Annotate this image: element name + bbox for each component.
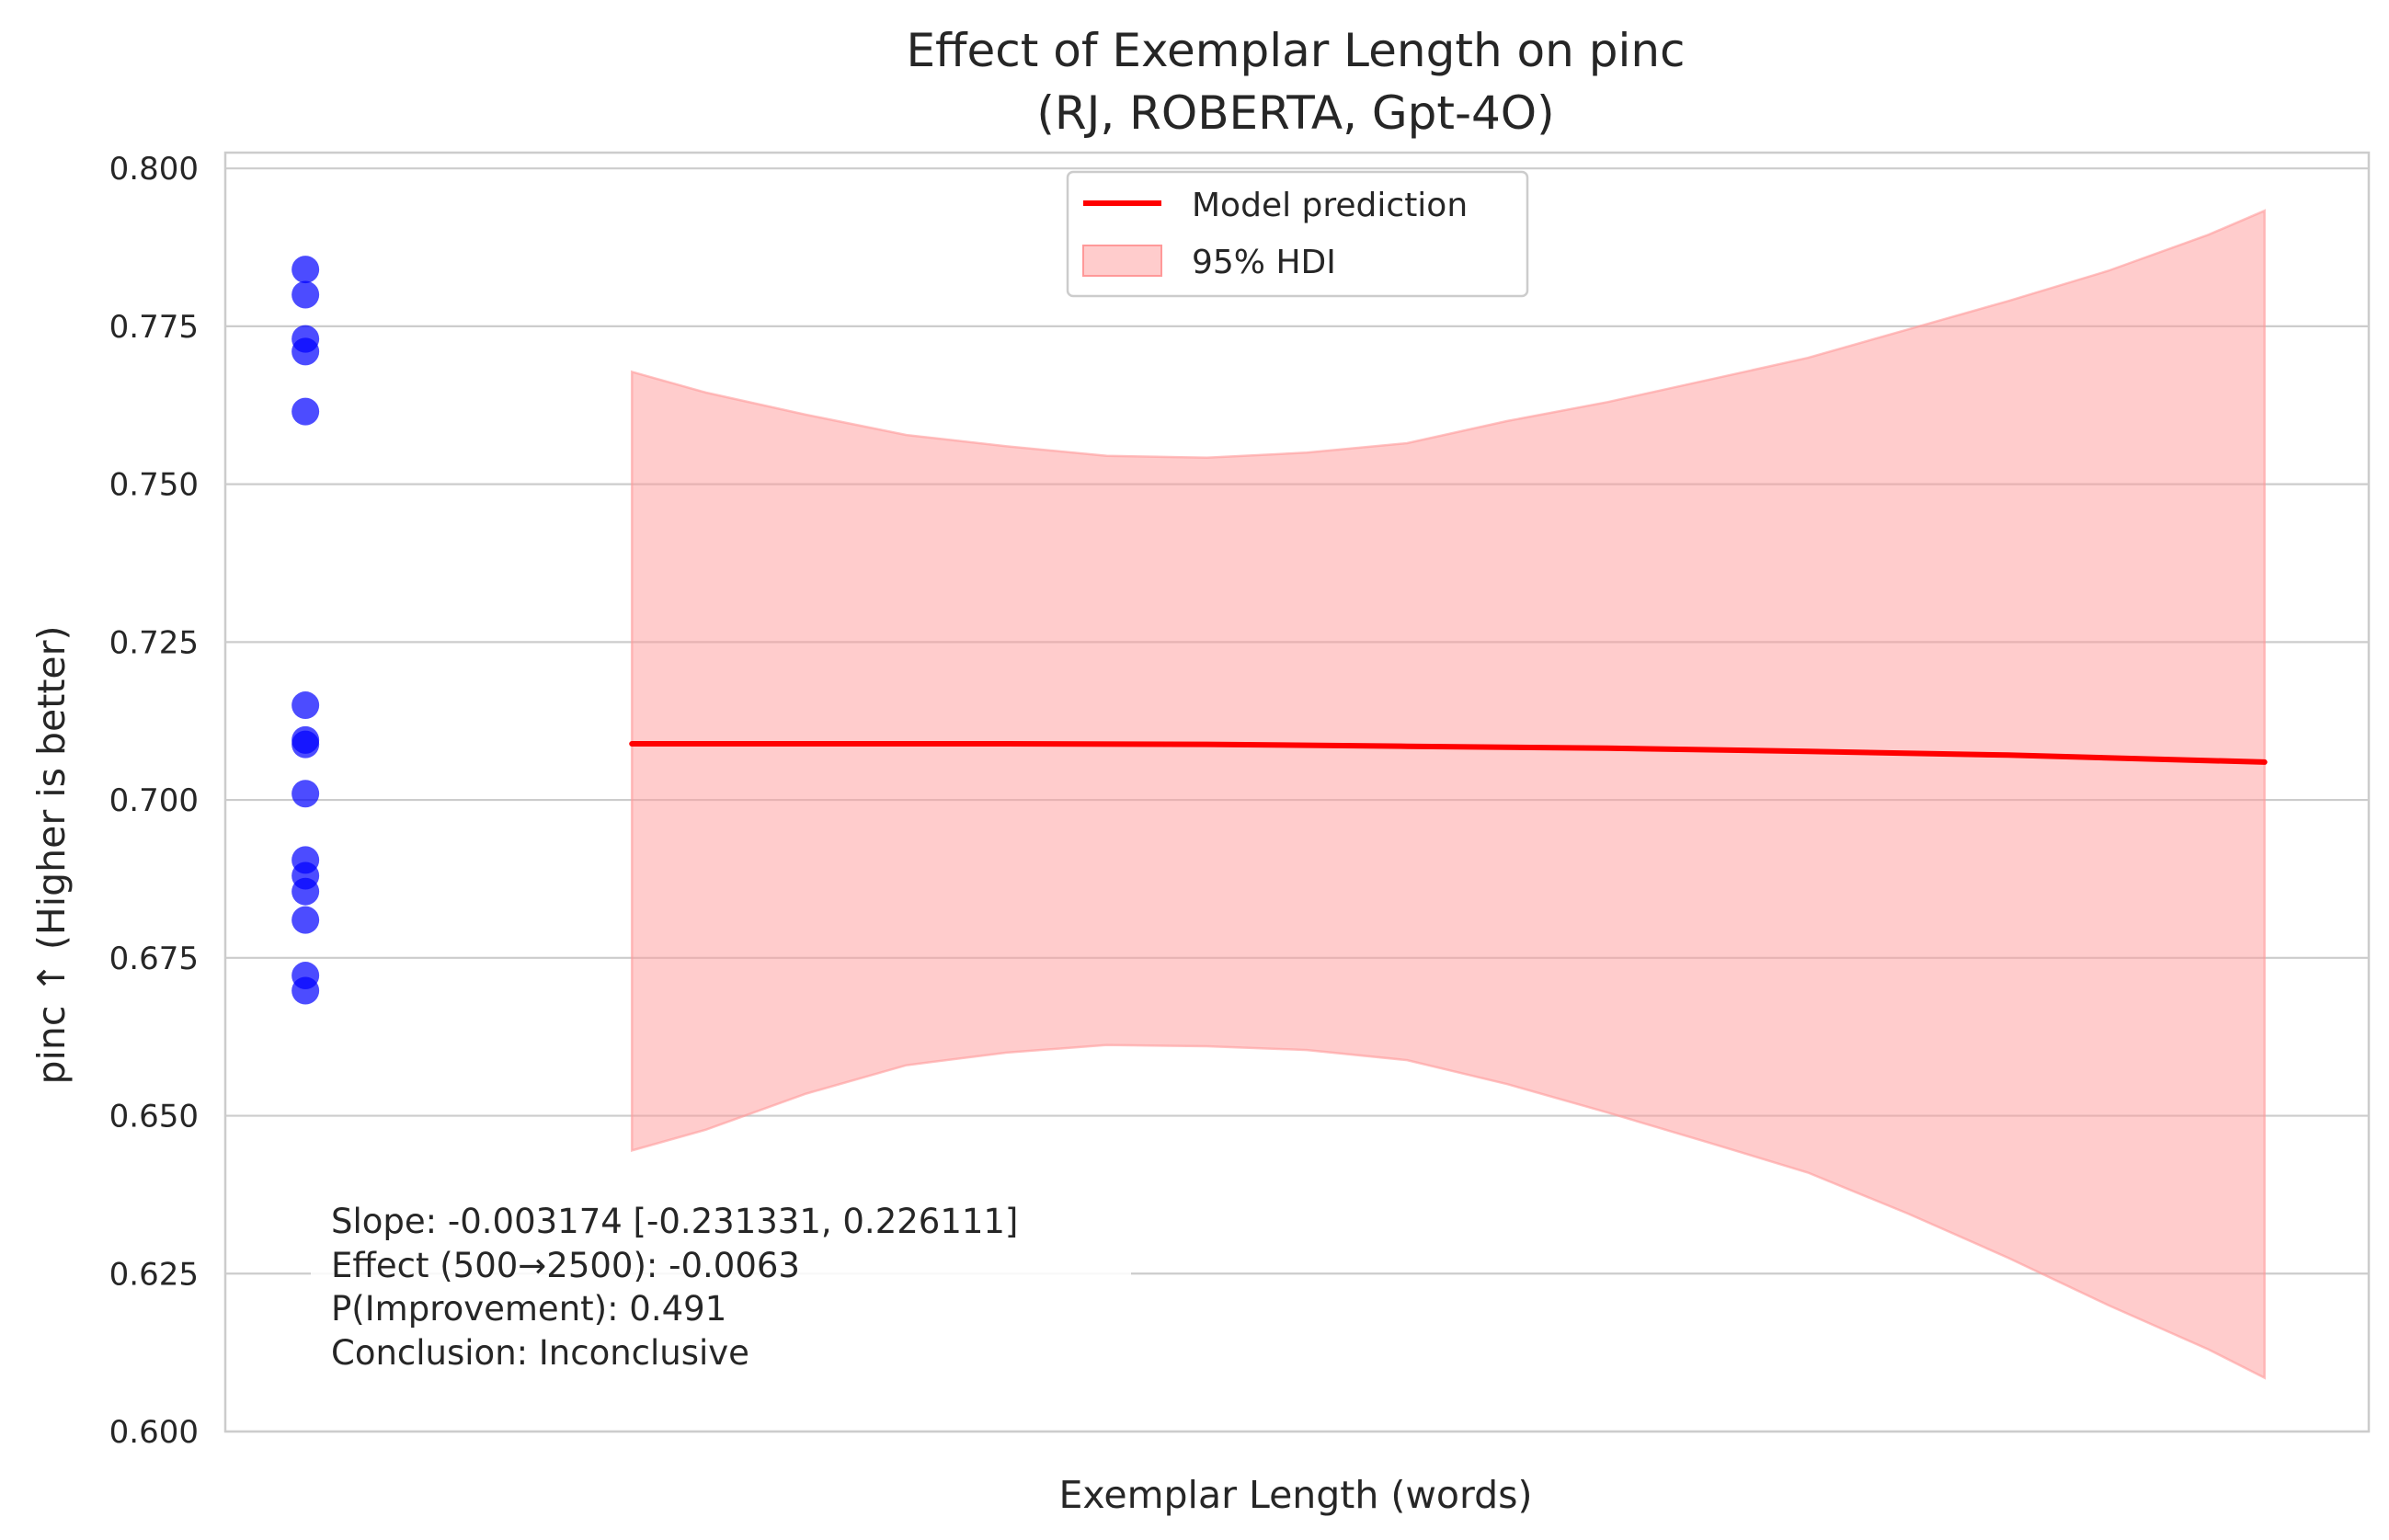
scatter-point xyxy=(291,780,320,808)
chart-title: Effect of Exemplar Length on pinc xyxy=(906,24,1685,77)
y-tick-label: 0.675 xyxy=(109,941,199,977)
y-tick-label: 0.650 xyxy=(109,1099,199,1135)
legend-label-hdi: 95% HDI xyxy=(1192,244,1336,281)
legend-label-model-prediction: Model prediction xyxy=(1192,187,1468,224)
scatter-point xyxy=(291,337,320,366)
legend: Model prediction 95% HDI xyxy=(1066,170,1529,298)
scatter-point xyxy=(291,280,320,309)
annotation-line-probability: P(Improvement): 0.491 xyxy=(331,1289,726,1329)
hdi-band-group xyxy=(630,209,2266,1380)
annotation-box xyxy=(311,1195,1131,1379)
prediction-line-group xyxy=(629,741,2268,765)
scatter-point xyxy=(291,976,320,1005)
y-tick-label: 0.725 xyxy=(109,624,199,661)
y-tick-label: 0.700 xyxy=(109,782,199,819)
annotation-line-effect: Effect (500→2500): -0.0063 xyxy=(331,1246,800,1285)
hdi-band xyxy=(630,209,2266,1380)
scatter-point xyxy=(291,256,320,284)
y-tick-label: 0.600 xyxy=(109,1414,199,1451)
legend-box xyxy=(1066,170,1529,298)
scatter-point xyxy=(291,397,320,426)
chart-subtitle: (RJ, ROBERTA, Gpt-4O) xyxy=(1036,86,1554,140)
plot-frame xyxy=(223,151,2371,1433)
scatter-point xyxy=(291,906,320,934)
x-axis-label: Exemplar Length (words) xyxy=(1058,1473,1532,1517)
model-prediction-line xyxy=(629,741,2268,765)
scatter-points-group xyxy=(291,256,320,1005)
y-tick-label: 0.800 xyxy=(109,151,199,188)
scatter-point xyxy=(291,691,320,720)
scatter-point xyxy=(291,877,320,906)
y-tick-label: 0.625 xyxy=(109,1256,199,1293)
annotation-line-slope: Slope: -0.003174 [-0.231331, 0.226111] xyxy=(331,1202,1018,1241)
scatter-point xyxy=(291,730,320,759)
y-tick-labels: 0.600 0.625 0.650 0.675 0.700 0.725 0.750 0.775… xyxy=(109,151,199,1451)
y-axis-label: pinc ↑ (Higher is better) xyxy=(29,626,74,1085)
legend-band-swatch xyxy=(1082,245,1162,277)
annotation-line-conclusion: Conclusion: Inconclusive xyxy=(331,1333,749,1373)
annotation-text: Slope: -0.003174 [-0.231331, 0.226111] E… xyxy=(331,1202,1018,1373)
y-tick-label: 0.775 xyxy=(109,309,199,346)
y-tick-label: 0.750 xyxy=(109,467,199,504)
